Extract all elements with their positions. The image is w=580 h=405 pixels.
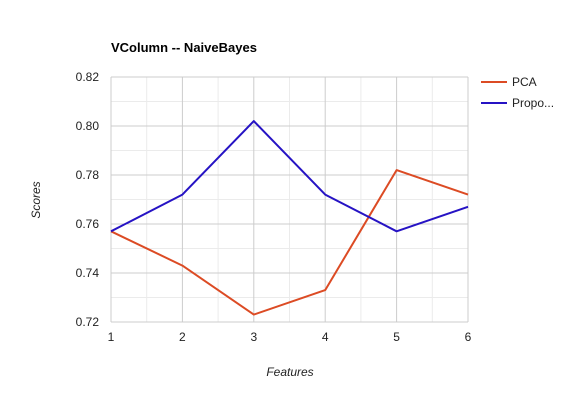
x-tick-label: 3: [250, 330, 257, 344]
series-line-2: [110, 120, 469, 233]
y-tick-label: 0.80: [76, 119, 100, 133]
legend-label: Propo...: [512, 96, 554, 110]
x-tick-label: 4: [322, 330, 329, 344]
grid-lines: [110, 76, 469, 323]
x-tick-label: 1: [108, 330, 115, 344]
series-line-1: [110, 169, 469, 316]
y-tick-label: 0.74: [76, 266, 100, 280]
series-lines: [110, 120, 469, 316]
y-tick-label: 0.72: [76, 315, 100, 329]
tick-labels: 1 2 3 4 5 6 0.72 0.74 0.76 0.78 0.80 0.82: [76, 70, 472, 344]
x-tick-label: 2: [179, 330, 186, 344]
y-tick-label: 0.82: [76, 70, 100, 84]
x-axis-title: Features: [266, 365, 313, 379]
chart-title: VColumn -- NaiveBayes: [111, 40, 257, 55]
y-tick-label: 0.78: [76, 168, 100, 182]
legend: PCA Propo...: [481, 75, 554, 110]
y-tick-label: 0.76: [76, 217, 100, 231]
x-tick-label: 5: [393, 330, 400, 344]
y-axis-title: Scores: [29, 181, 43, 218]
legend-label: PCA: [512, 75, 537, 89]
x-tick-label: 6: [465, 330, 472, 344]
